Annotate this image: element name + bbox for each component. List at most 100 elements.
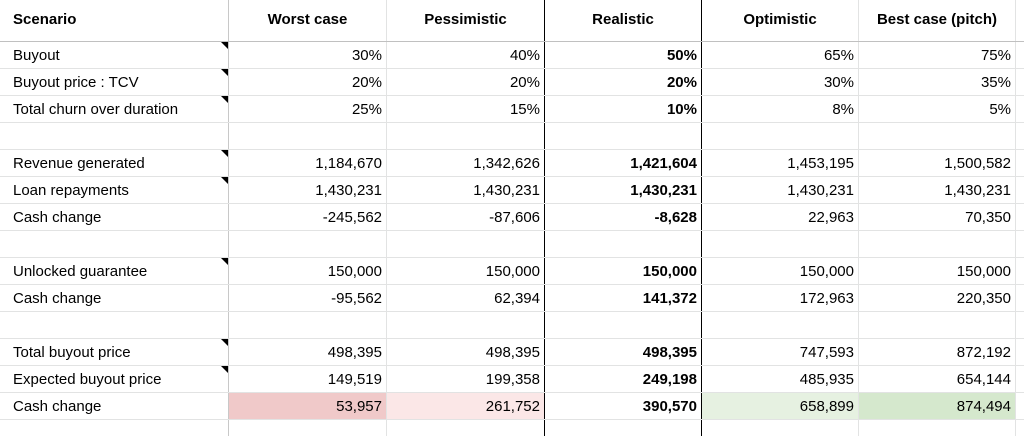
value-cell[interactable]: 150,000 [859,258,1016,284]
empty-cell[interactable] [1016,393,1024,419]
empty-cell[interactable] [387,123,545,149]
row-label-cell[interactable]: Total buyout price [0,339,229,365]
value-cell[interactable]: 50% [545,42,702,68]
value-cell[interactable]: 65% [702,42,859,68]
value-cell[interactable]: 150,000 [545,258,702,284]
value-cell[interactable]: -95,562 [229,285,387,311]
value-cell[interactable]: 199,358 [387,366,545,392]
empty-cell[interactable] [1016,231,1024,257]
value-cell[interactable]: 141,372 [545,285,702,311]
empty-cell[interactable] [859,123,1016,149]
value-cell[interactable]: 261,752 [387,393,545,419]
empty-cell[interactable] [702,420,859,436]
value-cell[interactable]: 1,430,231 [859,177,1016,203]
empty-cell[interactable] [387,312,545,338]
value-cell[interactable]: 498,395 [545,339,702,365]
empty-cell[interactable] [387,420,545,436]
header-cell-best-case[interactable]: Best case (pitch) [859,0,1016,41]
value-cell[interactable]: 1,430,231 [702,177,859,203]
value-cell[interactable]: 1,453,195 [702,150,859,176]
empty-cell[interactable] [229,312,387,338]
empty-cell[interactable] [859,231,1016,257]
empty-cell[interactable] [0,420,229,436]
empty-cell[interactable] [1016,177,1024,203]
empty-cell[interactable] [1016,339,1024,365]
value-cell[interactable]: 10% [545,96,702,122]
row-label-cell[interactable]: Buyout [0,42,229,68]
comment-marker-icon[interactable] [221,339,228,346]
value-cell[interactable]: 1,500,582 [859,150,1016,176]
value-cell[interactable]: -8,628 [545,204,702,230]
value-cell[interactable]: 172,963 [702,285,859,311]
value-cell[interactable]: 30% [702,69,859,95]
empty-cell[interactable] [859,420,1016,436]
value-cell[interactable]: 747,593 [702,339,859,365]
value-cell[interactable]: 1,342,626 [387,150,545,176]
empty-cell[interactable] [1016,123,1024,149]
empty-cell[interactable] [1016,420,1024,436]
value-cell[interactable]: 15% [387,96,545,122]
empty-cell[interactable] [229,420,387,436]
row-label-cell[interactable]: Buyout price : TCV [0,69,229,95]
empty-cell[interactable] [0,312,229,338]
empty-cell[interactable] [859,312,1016,338]
empty-cell[interactable] [0,231,229,257]
value-cell[interactable]: 658,899 [702,393,859,419]
empty-cell[interactable] [1016,69,1024,95]
empty-cell[interactable] [1016,285,1024,311]
value-cell[interactable]: 35% [859,69,1016,95]
row-label-cell[interactable]: Unlocked guarantee [0,258,229,284]
value-cell[interactable]: 1,430,231 [545,177,702,203]
value-cell[interactable]: 498,395 [229,339,387,365]
header-cell-pessimistic[interactable]: Pessimistic [387,0,545,41]
value-cell[interactable]: 62,394 [387,285,545,311]
comment-marker-icon[interactable] [221,96,228,103]
empty-cell[interactable] [702,123,859,149]
row-label-cell[interactable]: Expected buyout price [0,366,229,392]
value-cell[interactable]: 872,192 [859,339,1016,365]
empty-cell[interactable] [387,231,545,257]
value-cell[interactable]: 75% [859,42,1016,68]
value-cell[interactable]: 1,421,604 [545,150,702,176]
value-cell[interactable]: 390,570 [545,393,702,419]
value-cell[interactable]: 150,000 [229,258,387,284]
value-cell[interactable]: 654,144 [859,366,1016,392]
comment-marker-icon[interactable] [221,42,228,49]
empty-cell[interactable] [229,231,387,257]
value-cell[interactable]: 30% [229,42,387,68]
value-cell[interactable]: 1,430,231 [229,177,387,203]
row-label-cell[interactable]: Total churn over duration [0,96,229,122]
value-cell[interactable]: 70,350 [859,204,1016,230]
empty-cell[interactable] [545,420,702,436]
value-cell[interactable]: 150,000 [702,258,859,284]
empty-cell[interactable] [1016,150,1024,176]
row-label-cell[interactable]: Cash change [0,285,229,311]
value-cell[interactable]: 5% [859,96,1016,122]
empty-cell[interactable] [545,231,702,257]
empty-cell[interactable] [1016,258,1024,284]
header-cell-realistic[interactable]: Realistic [545,0,702,41]
empty-cell[interactable] [1016,96,1024,122]
empty-cell[interactable] [702,231,859,257]
comment-marker-icon[interactable] [221,177,228,184]
header-cell-optimistic[interactable]: Optimistic [702,0,859,41]
value-cell[interactable]: 874,494 [859,393,1016,419]
value-cell[interactable]: 8% [702,96,859,122]
comment-marker-icon[interactable] [221,150,228,157]
value-cell[interactable]: 485,935 [702,366,859,392]
empty-cell[interactable] [229,123,387,149]
value-cell[interactable]: 150,000 [387,258,545,284]
row-label-cell[interactable]: Loan repayments [0,177,229,203]
empty-cell[interactable] [0,123,229,149]
value-cell[interactable]: -245,562 [229,204,387,230]
value-cell[interactable]: 1,184,670 [229,150,387,176]
empty-cell[interactable] [1016,312,1024,338]
comment-marker-icon[interactable] [221,366,228,373]
value-cell[interactable]: -87,606 [387,204,545,230]
value-cell[interactable]: 20% [229,69,387,95]
value-cell[interactable]: 149,519 [229,366,387,392]
row-label-cell[interactable]: Cash change [0,204,229,230]
row-label-cell[interactable]: Cash change [0,393,229,419]
comment-marker-icon[interactable] [221,69,228,76]
value-cell[interactable]: 20% [545,69,702,95]
